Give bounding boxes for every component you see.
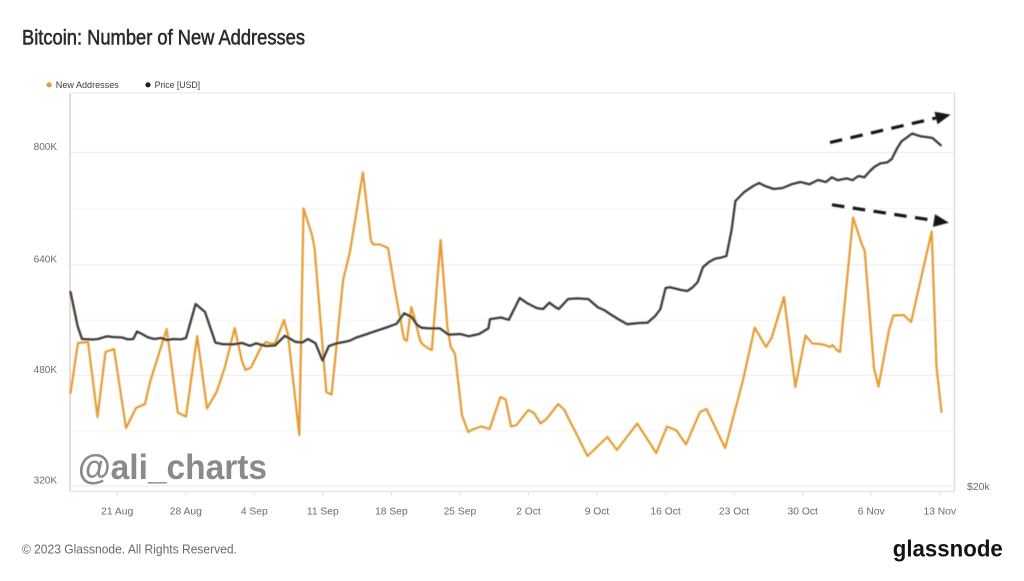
svg-text:320K: 320K <box>34 476 58 487</box>
svg-text:9 Oct: 9 Oct <box>585 507 610 518</box>
svg-text:25 Sep: 25 Sep <box>444 507 477 518</box>
svg-text:28 Aug: 28 Aug <box>170 507 202 518</box>
svg-text:$20k: $20k <box>967 481 991 493</box>
svg-text:21 Aug: 21 Aug <box>101 507 133 518</box>
svg-text:6 Nov: 6 Nov <box>858 507 886 518</box>
svg-text:640K: 640K <box>34 255 58 266</box>
svg-text:16 Oct: 16 Oct <box>650 507 680 518</box>
svg-text:4 Sep: 4 Sep <box>241 507 268 518</box>
svg-text:13 Nov: 13 Nov <box>923 507 956 518</box>
svg-text:New Addresses: New Addresses <box>56 80 120 90</box>
svg-text:480K: 480K <box>34 365 58 376</box>
svg-text:Bitcoin: Number of New Address: Bitcoin: Number of New Addresses <box>22 27 305 50</box>
svg-text:© 2023 Glassnode. All Rights R: © 2023 Glassnode. All Rights Reserved. <box>22 543 237 557</box>
svg-text:30 Oct: 30 Oct <box>788 507 818 518</box>
svg-text:18 Sep: 18 Sep <box>375 507 408 518</box>
svg-text:Price [USD]: Price [USD] <box>155 80 201 90</box>
svg-text:800K: 800K <box>34 142 58 153</box>
svg-text:2 Oct: 2 Oct <box>516 507 541 518</box>
svg-text:glassnode: glassnode <box>893 536 1003 562</box>
svg-text:23 Oct: 23 Oct <box>719 507 749 518</box>
svg-text:11 Sep: 11 Sep <box>307 507 339 518</box>
svg-text:@ali_charts: @ali_charts <box>78 448 267 487</box>
